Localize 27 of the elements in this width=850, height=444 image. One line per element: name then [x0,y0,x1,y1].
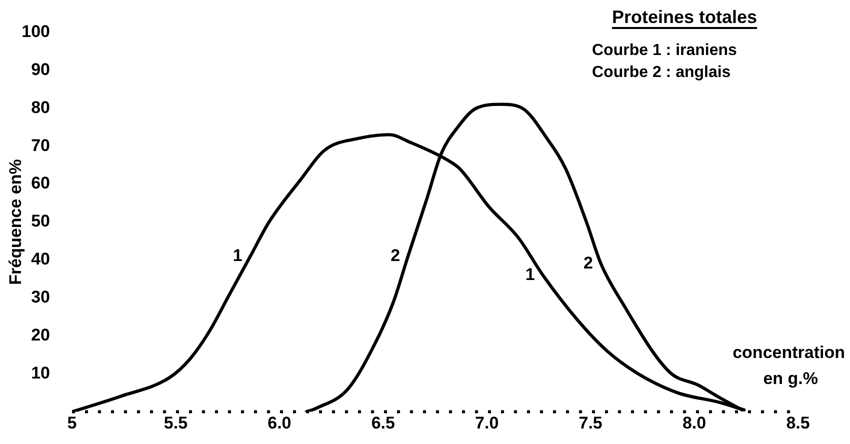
y-tick-label: 10 [31,364,50,383]
y-tick-label: 70 [31,136,50,155]
y-tick-label: 90 [31,60,50,79]
annotation: 2 [583,253,593,272]
y-tick-label: 60 [31,174,50,193]
x-tick-label: 8.0 [682,414,706,433]
y-tick-label: 80 [31,98,50,117]
annotation: 2 [390,246,400,265]
x-tick-label: 7.0 [475,414,499,433]
x-tick-label: 5.5 [164,414,188,433]
y-tick-label: 50 [31,212,50,231]
x-tick-label: 7.5 [578,414,602,433]
y-tick-label: 40 [31,250,50,269]
x-tick-label: 6.5 [371,414,395,433]
annotation: Courbe 2 : anglais [592,64,731,81]
annotation: Courbe 1 : iraniens [592,42,738,59]
annotation: 1 [525,264,535,284]
y-axis-title: Fréquence en% [6,159,25,285]
chart-title: Proteines totales [612,7,758,27]
y-tick-label: 20 [31,326,50,345]
annotation: 1 [232,246,242,265]
y-tick-label: 30 [31,288,50,307]
x-tick-label: 5 [67,414,77,433]
x-tick-label: 6.0 [268,414,292,433]
x-axis-title: concentration en g.% [732,343,845,388]
y-tick-label: 100 [22,22,50,41]
x-tick-label: 8.5 [786,414,810,433]
